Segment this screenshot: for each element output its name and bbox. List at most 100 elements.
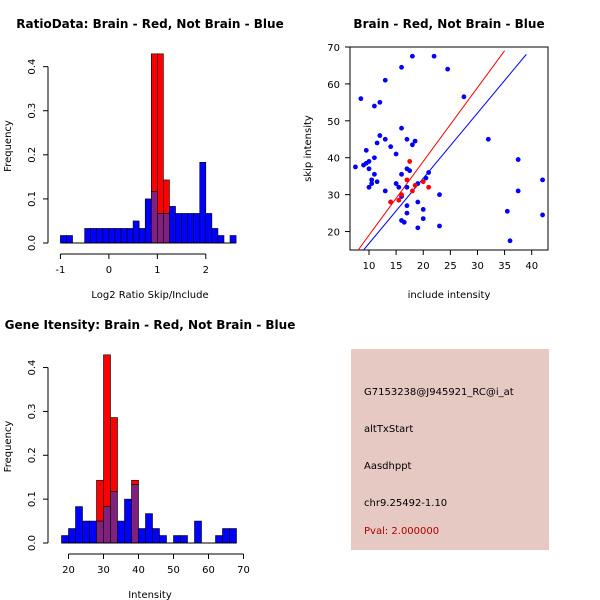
ratio-bar-not-brain (193, 213, 201, 244)
scatter-point-not-brain (353, 164, 358, 170)
intensity-bar-overlap (103, 506, 111, 544)
scatter-point-not-brain (372, 155, 377, 161)
ratio-x-tick-label: 1 (154, 265, 160, 276)
scatter-point-not-brain (485, 136, 491, 142)
scatter-fit-line-not-brain (363, 54, 527, 250)
ratio-x-tick-label: 0 (106, 265, 112, 276)
scatter-point-not-brain (515, 188, 521, 194)
intensity-bar-brain (131, 479, 139, 485)
scatter-point-not-brain (409, 53, 415, 59)
intensity-x-tick-label: 20 (62, 565, 75, 576)
intensity-bar-not-brain (159, 535, 167, 544)
intensity-x-axis-label: Intensity (128, 590, 172, 600)
scatter-point-not-brain (426, 170, 432, 175)
ratio-bar-brain (163, 179, 170, 214)
intensity-bar-not-brain (152, 528, 160, 544)
intensity-bar-not-brain (117, 520, 125, 544)
intensity-bar-not-brain (89, 520, 97, 544)
scatter-point-not-brain (393, 151, 399, 157)
intensity-bar-not-brain (124, 498, 132, 544)
scatter-y-tick-label: 20 (327, 228, 340, 239)
intensity-bar-not-brain (180, 535, 188, 544)
scatter-x-tick-label: 25 (444, 261, 457, 272)
intensity-y-tick-label: 0.0 (27, 535, 38, 551)
scatter-y-axis-label: skip intensity (303, 115, 314, 182)
ratio-bar-brain (150, 53, 158, 192)
scatter-point-not-brain (366, 184, 372, 190)
scatter-point-not-brain (396, 184, 402, 190)
ratio-y-tick-label: 0.2 (27, 147, 38, 163)
scatter-point-not-brain (437, 192, 442, 198)
scatter-point-brain (412, 183, 418, 188)
ratio-bar-brain (157, 53, 164, 214)
intensity-bar-overlap (96, 520, 104, 544)
ratio-bar-not-brain (211, 228, 219, 244)
scatter-point-not-brain (366, 159, 372, 164)
scatter-point-not-brain (369, 181, 375, 186)
scatter-point-not-brain (399, 64, 404, 70)
scatter-point-not-brain (399, 125, 404, 131)
scatter-x-tick-label: 20 (417, 261, 430, 272)
ratio-bar-not-brain (90, 228, 98, 244)
scatter-point-not-brain (407, 168, 413, 174)
scatter-point-not-brain (401, 219, 407, 225)
ratio-bar-not-brain (96, 228, 104, 244)
scatter-point-not-brain (515, 157, 521, 162)
scatter-point-not-brain (540, 212, 545, 218)
intensity-y-tick-label: 0.4 (27, 360, 38, 376)
scatter-x-tick-label: 10 (363, 261, 376, 272)
intensity-bar-not-brain (138, 528, 146, 544)
ratio-y-tick-label: 0.1 (27, 191, 38, 207)
intensity-x-tick-label: 30 (97, 565, 110, 576)
intensity-x-tick-label: 60 (202, 565, 215, 576)
ratio-bar-overlap (150, 191, 158, 244)
scatter-point-not-brain (409, 142, 415, 148)
ratio-bar-not-brain (187, 213, 194, 244)
scatter-point-not-brain (507, 238, 513, 244)
ratio-x-axis-label: Log2 Ratio Skip/Include (91, 290, 208, 301)
scatter-point-not-brain (420, 207, 426, 212)
ratio-bar-not-brain (60, 235, 67, 244)
scatter-point-not-brain (369, 177, 375, 183)
ratio-y-tick-label: 0.4 (27, 59, 38, 75)
ratio-chart-title: RatioData: Brain - Red, Not Brain - Blue (16, 17, 283, 31)
intensity-y-tick-label: 0.3 (27, 403, 38, 419)
scatter-point-not-brain (372, 103, 377, 109)
scatter-point-brain (420, 179, 426, 185)
scatter-point-not-brain (420, 216, 426, 222)
intensity-bar-not-brain (61, 535, 69, 544)
scatter-point-not-brain (377, 99, 383, 105)
ratio-bar-not-brain (229, 235, 237, 244)
ratio-bar-not-brain (108, 228, 116, 244)
scatter-x-axis-label: include intensity (408, 290, 491, 301)
scatter-point-not-brain (423, 175, 429, 181)
scatter-point-not-brain (393, 181, 399, 186)
scatter-point-brain (407, 159, 413, 164)
scatter-y-tick-label: 40 (327, 154, 340, 165)
ratio-x-tick-label: 2 (203, 265, 209, 276)
ratio-bar-not-brain (114, 228, 122, 244)
scatter-point-not-brain (382, 188, 388, 194)
scatter-point-not-brain (399, 171, 404, 177)
scatter-point-not-brain (404, 136, 410, 142)
scatter-y-tick-label: 50 (327, 117, 340, 128)
scatter-point-brain (404, 177, 410, 183)
intensity-bar-not-brain (75, 506, 83, 544)
scatter-point-brain (426, 184, 432, 190)
scatter-point-not-brain (374, 179, 380, 185)
scatter-point-not-brain (374, 140, 380, 146)
scatter-fit-line-brain (357, 50, 506, 250)
scatter-point-not-brain (358, 96, 364, 102)
scatter-point-not-brain (404, 210, 410, 216)
scatter-point-not-brain (461, 94, 467, 100)
scatter-point-brain (409, 188, 415, 194)
scatter-point-not-brain (363, 147, 369, 153)
scatter-point-not-brain (404, 184, 410, 190)
intensity-y-tick-label: 0.1 (27, 491, 38, 507)
ratio-bar-not-brain (120, 228, 128, 244)
ratio-bar-not-brain (102, 228, 110, 244)
intensity-bar-brain (96, 479, 104, 522)
scatter-point-brain (399, 192, 404, 198)
scatter-point-not-brain (415, 199, 421, 205)
